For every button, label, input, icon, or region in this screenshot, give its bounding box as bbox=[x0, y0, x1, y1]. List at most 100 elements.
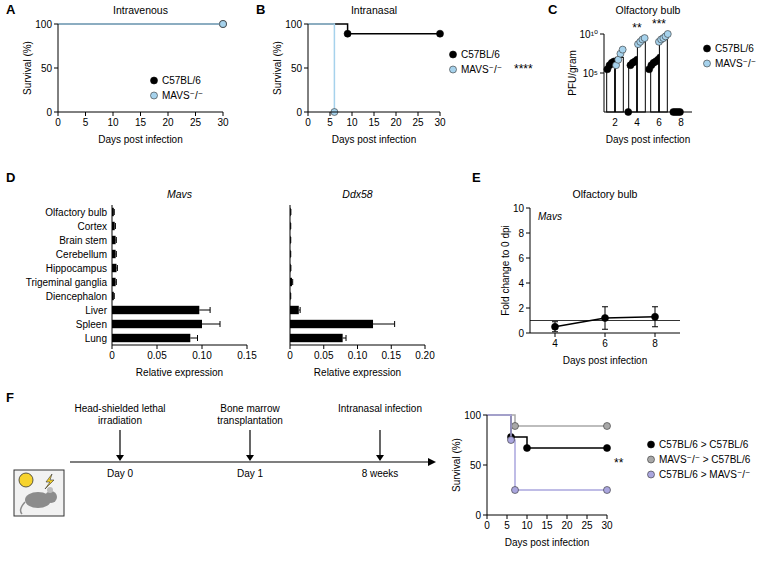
x-tick bbox=[352, 112, 353, 116]
y-tick-label: Brain stem bbox=[59, 235, 107, 246]
data-point bbox=[524, 445, 531, 452]
mouse-icon bbox=[21, 502, 25, 514]
legend-marker bbox=[648, 441, 655, 448]
x-tick bbox=[567, 515, 568, 519]
event-time: Day 0 bbox=[107, 468, 134, 479]
error-bar bbox=[199, 307, 210, 313]
bar bbox=[112, 320, 202, 328]
event-label-line: irradiation bbox=[98, 415, 142, 426]
error-bar bbox=[652, 307, 658, 327]
error-bar bbox=[113, 293, 114, 299]
x-tick-label: 0 bbox=[55, 117, 61, 128]
y-tick-label: 0 bbox=[475, 510, 481, 521]
plot-area bbox=[487, 415, 611, 494]
error-bar bbox=[299, 307, 300, 313]
x-tick bbox=[157, 345, 158, 349]
y-axis-title: Survival (%) bbox=[451, 438, 462, 492]
error-bar bbox=[552, 322, 558, 332]
series-line bbox=[58, 23, 223, 25]
bar bbox=[112, 250, 116, 258]
x-tick-label: 20 bbox=[561, 520, 573, 531]
event-arrow-head bbox=[376, 455, 384, 461]
x-tick bbox=[168, 112, 169, 116]
x-tick-label: 10 bbox=[521, 520, 533, 531]
y-tick-label: Spleen bbox=[76, 319, 107, 330]
y-axis-title: Fold change to 0 dpi bbox=[500, 225, 511, 316]
data-point bbox=[437, 30, 444, 37]
y-tick-label: 2 bbox=[518, 303, 524, 314]
x-tick bbox=[655, 333, 656, 337]
bar bbox=[112, 278, 116, 286]
x-tick-label: 0.15 bbox=[382, 350, 402, 361]
y-tick-label: 10⁵ bbox=[583, 68, 598, 79]
x-tick-label: 15 bbox=[135, 117, 147, 128]
event-arrow bbox=[119, 430, 120, 456]
error-bar bbox=[202, 321, 220, 327]
data-point bbox=[604, 423, 611, 430]
panel-letter: B bbox=[256, 2, 265, 17]
x-tick bbox=[223, 112, 224, 116]
x-axis-title: Days post infection bbox=[563, 355, 648, 366]
series-line bbox=[487, 415, 607, 490]
panel-letter: E bbox=[472, 170, 481, 185]
legend-marker bbox=[704, 60, 711, 67]
y-tick-label: 6 bbox=[518, 253, 524, 264]
y-tick bbox=[483, 515, 487, 516]
series-line bbox=[58, 23, 223, 25]
plot-area bbox=[58, 21, 227, 28]
x-tick-label: 0.05 bbox=[147, 350, 167, 361]
event-arrow-head bbox=[116, 455, 124, 461]
y-tick bbox=[54, 68, 58, 69]
y-tick bbox=[54, 24, 58, 25]
legend-marker bbox=[151, 77, 158, 84]
series-line bbox=[308, 24, 334, 112]
x-tick-label: 0 bbox=[305, 117, 311, 128]
x-tick-label: 0.20 bbox=[415, 350, 435, 361]
x-tick-label: 15 bbox=[368, 117, 380, 128]
x-tick bbox=[607, 515, 608, 519]
error-bar bbox=[115, 279, 117, 285]
x-tick bbox=[507, 515, 508, 519]
event-label: Bone marrowtransplantation bbox=[217, 403, 283, 426]
x-tick bbox=[113, 112, 114, 116]
x-tick-label: 15 bbox=[541, 520, 553, 531]
x-tick bbox=[396, 112, 397, 116]
panel-letter: F bbox=[6, 390, 14, 405]
mouse-icon bbox=[47, 487, 53, 493]
legend-label: MAVS⁻/⁻ bbox=[461, 64, 502, 75]
x-tick bbox=[425, 345, 426, 349]
legend-marker bbox=[450, 51, 457, 58]
error-bar bbox=[116, 265, 118, 271]
legend-marker bbox=[151, 92, 158, 99]
event-arrow bbox=[379, 430, 380, 456]
y-axis-title: Survival (%) bbox=[22, 41, 33, 95]
event-arrow bbox=[249, 430, 250, 456]
data-point bbox=[344, 30, 351, 37]
legend-marker bbox=[648, 456, 655, 463]
x-tick-label: 2 bbox=[612, 117, 618, 128]
x-tick bbox=[527, 515, 528, 519]
x-tick bbox=[605, 333, 606, 337]
figure: AIntravenous050100Survival (%)0510152025… bbox=[0, 0, 778, 571]
data-point bbox=[619, 46, 626, 53]
y-tick bbox=[54, 112, 58, 113]
x-tick bbox=[391, 345, 392, 349]
y-tick-label: Trigeminal ganglia bbox=[26, 277, 108, 288]
y-tick-label: Liver bbox=[85, 305, 107, 316]
x-tick-label: 20 bbox=[390, 117, 402, 128]
x-tick bbox=[547, 515, 548, 519]
data-point bbox=[220, 21, 227, 28]
error-bar bbox=[343, 335, 346, 341]
timeline-arrow bbox=[428, 458, 436, 466]
plot-area bbox=[290, 208, 395, 342]
legend-label: MAVS⁻/⁻ bbox=[715, 58, 756, 69]
bar bbox=[629, 63, 637, 112]
series-line bbox=[308, 24, 440, 34]
y-axis-title: PFU/gram bbox=[567, 50, 578, 96]
y-tick bbox=[526, 208, 530, 209]
y-tick-label: 0 bbox=[518, 328, 524, 339]
x-tick-label: 30 bbox=[217, 117, 229, 128]
chart-title: Ddx58 bbox=[342, 188, 373, 200]
x-tick bbox=[487, 515, 488, 519]
data-point bbox=[604, 445, 611, 452]
